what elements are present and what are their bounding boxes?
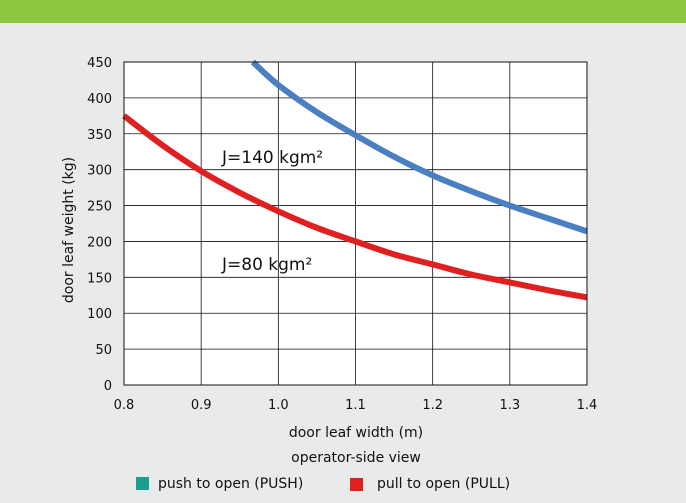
legend: push to open (PUSH) pull to open (PULL) xyxy=(136,476,510,492)
y-tick-label: 0 xyxy=(104,379,112,394)
y-tick-labels: 0 50 100 150 200 250 300 350 400 450 xyxy=(87,56,112,394)
y-axis-label: door leaf weight (kg) xyxy=(61,157,77,303)
y-tick-label: 150 xyxy=(87,271,112,286)
y-tick-label: 450 xyxy=(87,56,112,71)
x-tick-label: 0.9 xyxy=(191,398,212,413)
push-curve-annotation: J=140 kgm² xyxy=(221,148,323,168)
legend-swatch-pull xyxy=(350,478,363,491)
x-tick-label: 0.8 xyxy=(114,398,135,413)
x-tick-label: 1.2 xyxy=(422,398,443,413)
curves xyxy=(122,59,588,301)
header-band xyxy=(0,0,686,23)
y-tick-label: 400 xyxy=(87,92,112,107)
y-tick-label: 50 xyxy=(95,343,112,358)
x-tick-label: 1.1 xyxy=(345,398,366,413)
y-tick-label: 250 xyxy=(87,200,112,215)
legend-swatch-push xyxy=(136,477,149,490)
y-tick-label: 100 xyxy=(87,307,112,322)
chart-caption: operator-side view xyxy=(291,450,421,466)
x-axis-label: door leaf width (m) xyxy=(289,425,423,441)
legend-label-pull: pull to open (PULL) xyxy=(377,476,510,492)
series-line-pull xyxy=(122,113,588,301)
x-tick-label: 1.0 xyxy=(268,398,289,413)
y-tick-label: 350 xyxy=(87,128,112,143)
x-tick-label: 1.3 xyxy=(499,398,520,413)
y-tick-label: 200 xyxy=(87,235,112,250)
x-tick-label: 1.4 xyxy=(577,398,598,413)
y-tick-label: 300 xyxy=(87,164,112,179)
x-tick-labels: 0.8 0.9 1.0 1.1 1.2 1.3 1.4 xyxy=(114,398,598,413)
plot-border xyxy=(123,61,588,386)
legend-label-push: push to open (PUSH) xyxy=(158,476,303,492)
pull-curve-annotation: J=80 kgm² xyxy=(221,255,312,275)
series-line-push xyxy=(250,59,588,235)
